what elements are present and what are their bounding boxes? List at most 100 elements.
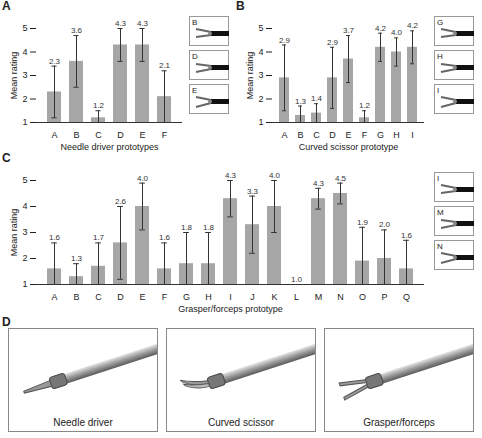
html-text:A: A [2,0,11,13]
svg-text:E: E [345,130,351,140]
svg-text:Mean rating: Mean rating [9,52,19,100]
svg-text:D: D [117,292,124,302]
svg-text:F: F [162,130,168,140]
svg-text:1.3: 1.3 [71,254,83,263]
svg-text:H: H [393,130,400,140]
svg-text:A: A [51,292,57,302]
svg-text:C: C [95,130,102,140]
svg-text:H: H [205,292,212,302]
svg-text:B: B [73,130,79,140]
svg-text:4.2: 4.2 [407,21,419,30]
svg-text:2.0: 2.0 [379,220,391,229]
svg-text:E: E [139,130,145,140]
svg-text:Grasper/forceps prototype: Grasper/forceps prototype [178,304,283,314]
svg-text:1.6: 1.6 [49,233,61,242]
svg-text:4.3: 4.3 [137,19,149,28]
svg-text:Curved scissor prototype: Curved scissor prototype [299,142,399,152]
svg-text:Needle driver prototypes: Needle driver prototypes [60,142,159,152]
svg-text:1.3: 1.3 [295,97,307,106]
svg-text:4: 4 [22,201,27,211]
svg-text:D: D [329,130,336,140]
svg-text:2.6: 2.6 [115,197,127,206]
svg-text:3: 3 [258,70,263,80]
svg-text:N: N [337,292,344,302]
svg-text:I: I [437,86,439,95]
svg-text:N: N [437,242,443,251]
svg-text:2: 2 [22,253,27,263]
svg-text:1.0: 1.0 [291,275,303,284]
svg-text:4: 4 [22,47,27,57]
svg-text:4.0: 4.0 [269,171,281,180]
svg-text:P: P [381,292,387,302]
svg-text:2.9: 2.9 [327,38,339,47]
html-text:Curved scissor: Curved scissor [207,417,275,428]
svg-text:3: 3 [22,227,27,237]
svg-text:5: 5 [22,23,27,33]
svg-text:4.2: 4.2 [375,24,387,33]
svg-text:Q: Q [403,292,410,302]
svg-text:G: G [183,292,190,302]
svg-text:4.5: 4.5 [335,174,347,183]
svg-text:2.9: 2.9 [279,36,291,45]
svg-text:A: A [281,130,287,140]
svg-text:E: E [139,292,145,302]
svg-text:1: 1 [22,279,27,289]
svg-text:4.0: 4.0 [391,28,403,37]
svg-text:3.3: 3.3 [247,187,259,196]
svg-text:1.7: 1.7 [93,233,105,242]
svg-text:A: A [51,130,57,140]
html-text:Needle driver: Needle driver [53,417,113,428]
svg-text:1: 1 [22,117,27,127]
svg-text:1.8: 1.8 [203,223,215,232]
svg-text:I: I [229,292,232,302]
svg-text:2.1: 2.1 [159,61,171,70]
html-text:B: B [236,0,245,13]
svg-text:4.3: 4.3 [115,19,127,28]
svg-text:D: D [192,52,198,61]
svg-text:M: M [437,208,444,217]
svg-text:C: C [313,130,320,140]
svg-text:1.6: 1.6 [159,233,171,242]
svg-text:4.3: 4.3 [225,171,237,180]
svg-text:1.2: 1.2 [93,101,105,110]
html-text:Grasper/forceps: Grasper/forceps [363,417,435,428]
svg-text:1.8: 1.8 [181,223,193,232]
svg-text:O: O [359,292,366,302]
svg-text:1: 1 [258,117,263,127]
svg-text:4.3: 4.3 [313,179,325,188]
svg-text:Mean rating: Mean rating [245,52,255,100]
svg-text:3: 3 [22,70,27,80]
svg-text:4.0: 4.0 [137,174,149,183]
svg-text:I: I [437,174,439,183]
svg-text:1.9: 1.9 [357,218,369,227]
svg-text:2: 2 [258,94,263,104]
svg-text:J: J [250,292,255,302]
svg-text:H: H [437,52,443,61]
svg-text:B: B [192,18,197,27]
svg-text:4: 4 [258,47,263,57]
svg-text:2: 2 [22,94,27,104]
svg-text:3.7: 3.7 [343,26,355,35]
svg-text:D: D [117,130,124,140]
svg-text:1.2: 1.2 [359,101,371,110]
svg-text:K: K [271,292,277,302]
html-text:C: C [2,151,11,165]
svg-text:G: G [437,18,443,27]
svg-text:I: I [411,130,414,140]
svg-text:B: B [297,130,303,140]
svg-text:G: G [377,130,384,140]
svg-text:5: 5 [258,23,263,33]
svg-text:2.3: 2.3 [49,57,61,66]
svg-text:F: F [362,130,368,140]
svg-text:M: M [315,292,323,302]
svg-text:E: E [192,86,197,95]
svg-text:3.6: 3.6 [71,26,83,35]
svg-text:C: C [95,292,102,302]
svg-text:Mean rating: Mean rating [9,209,19,257]
svg-text:1.4: 1.4 [311,94,323,103]
svg-text:1.6: 1.6 [401,231,413,240]
svg-text:B: B [73,292,79,302]
svg-text:F: F [162,292,168,302]
svg-text:L: L [294,292,299,302]
svg-text:5: 5 [22,175,27,185]
